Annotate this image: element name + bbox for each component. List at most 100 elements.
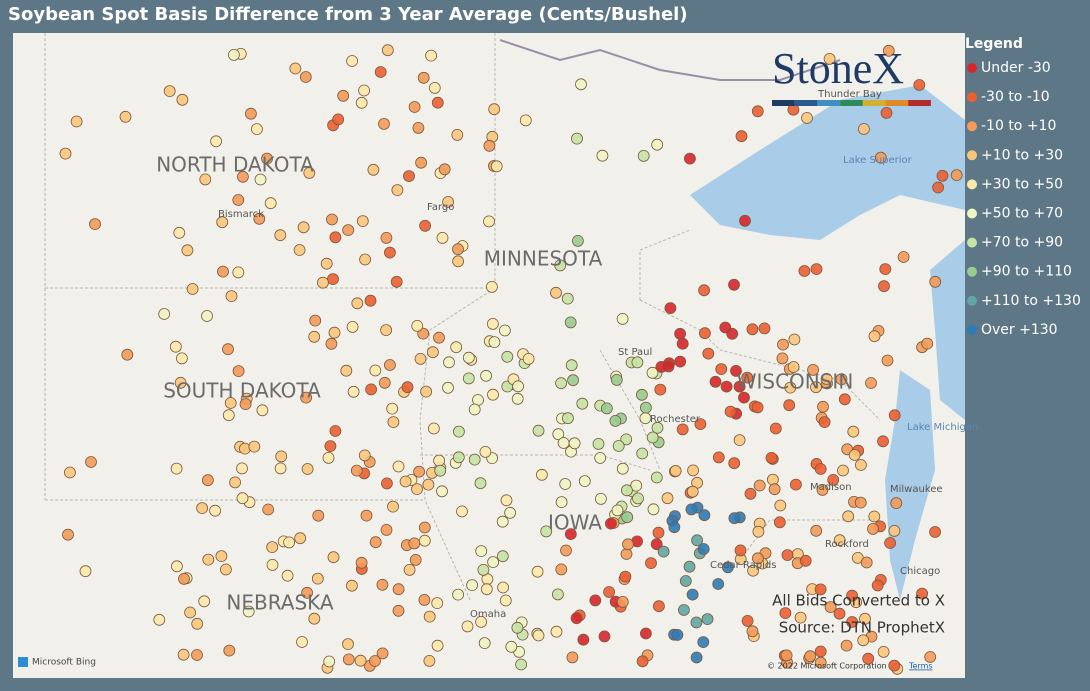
site-dot xyxy=(820,372,833,385)
site-dot xyxy=(847,425,860,438)
site-dot xyxy=(874,151,887,164)
site-dot xyxy=(229,476,242,489)
site-dot xyxy=(550,625,563,638)
site-dot xyxy=(567,374,579,387)
site-dot xyxy=(609,414,622,427)
site-dot xyxy=(575,78,587,91)
site-dot xyxy=(327,273,339,286)
site-dot xyxy=(505,640,518,653)
legend-swatch xyxy=(967,208,977,219)
state-label: SOUTH DAKOTA xyxy=(163,379,321,403)
legend-swatch xyxy=(967,150,977,161)
site-dot xyxy=(403,564,416,576)
site-dot xyxy=(577,633,590,646)
site-dot xyxy=(380,524,393,536)
site-dot xyxy=(685,503,698,516)
site-dot xyxy=(744,487,757,500)
site-dot xyxy=(431,597,444,609)
site-dot xyxy=(462,351,475,364)
site-dot xyxy=(170,560,183,573)
site-dot xyxy=(765,451,778,464)
site-dot xyxy=(858,123,870,135)
site-dot xyxy=(378,118,390,130)
site-dot xyxy=(311,572,324,585)
site-dot xyxy=(294,532,307,545)
state-label: IOWA xyxy=(548,511,602,535)
site-dot xyxy=(560,544,572,557)
site-dot xyxy=(499,594,512,607)
legend-label: +10 to +30 xyxy=(981,147,1063,163)
site-dot xyxy=(308,612,321,625)
site-dot xyxy=(232,266,245,279)
terms-link[interactable]: Terms xyxy=(908,662,933,671)
site-dot xyxy=(596,149,609,162)
site-dot xyxy=(215,550,228,562)
place-label: Rochester xyxy=(650,414,701,425)
logo-stripe xyxy=(840,100,863,106)
site-dot xyxy=(261,152,273,165)
lake-superior xyxy=(690,85,965,240)
site-dot xyxy=(882,44,895,57)
site-dot xyxy=(798,265,811,277)
logo: StoneX xyxy=(772,44,931,106)
site-dot xyxy=(833,607,846,620)
site-dot xyxy=(442,196,455,208)
site-dot xyxy=(767,473,779,486)
site-dot xyxy=(301,463,314,475)
site-dot xyxy=(929,275,942,288)
site-dot xyxy=(496,515,509,528)
site-dot xyxy=(479,445,492,458)
site-dot xyxy=(647,503,660,516)
site-dot xyxy=(480,369,493,382)
site-dot xyxy=(390,275,403,288)
site-dot xyxy=(250,123,263,136)
legend-label: +90 to +110 xyxy=(981,264,1072,280)
site-dot xyxy=(358,84,371,97)
site-dot xyxy=(452,451,465,464)
site-dot xyxy=(253,212,266,225)
site-dot xyxy=(329,231,342,244)
site-dot xyxy=(262,503,275,516)
site-dot xyxy=(490,160,503,173)
state-label: MINNESOTA xyxy=(484,247,603,271)
site-dot xyxy=(846,616,858,628)
place-label: Thunder Bay xyxy=(817,89,882,100)
site-dot xyxy=(840,639,853,652)
site-dot xyxy=(738,391,750,404)
site-dot xyxy=(345,579,358,592)
site-dot xyxy=(376,647,389,660)
site-dot xyxy=(712,578,725,590)
legend-title: Legend xyxy=(965,36,1023,52)
site-dot xyxy=(571,132,583,145)
place-label: Cedar Rapids xyxy=(710,560,776,571)
site-dot xyxy=(274,229,287,242)
place-label: Chicago xyxy=(900,566,940,577)
site-dot xyxy=(300,391,313,404)
site-dot xyxy=(814,645,827,658)
site-dot xyxy=(487,556,500,568)
place-label: Fargo xyxy=(427,202,454,213)
site-dot xyxy=(478,637,491,649)
map-labels: NORTH DAKOTA MINNESOTA SOUTH DAKOTA WISCONS… xyxy=(18,89,978,671)
site-dot xyxy=(664,302,677,315)
site-dot xyxy=(913,79,926,91)
site-dot xyxy=(651,138,664,151)
site-dot xyxy=(486,317,499,330)
site-dot xyxy=(777,338,789,351)
site-dot xyxy=(784,381,797,394)
site-dot xyxy=(425,49,438,62)
legend-label: +50 to +70 xyxy=(981,206,1063,222)
site-dot xyxy=(342,653,355,666)
site-dot xyxy=(837,464,849,477)
site-dot xyxy=(346,320,359,333)
site-dot xyxy=(651,421,664,434)
site-dot xyxy=(807,363,819,376)
site-dot xyxy=(515,658,527,671)
legend-swatch xyxy=(967,295,977,306)
site-dot xyxy=(640,627,652,640)
site-dot xyxy=(512,380,524,393)
site-dot xyxy=(392,604,405,617)
site-dot xyxy=(79,565,92,578)
legend-swatch xyxy=(967,92,977,103)
site-dot xyxy=(616,462,629,475)
